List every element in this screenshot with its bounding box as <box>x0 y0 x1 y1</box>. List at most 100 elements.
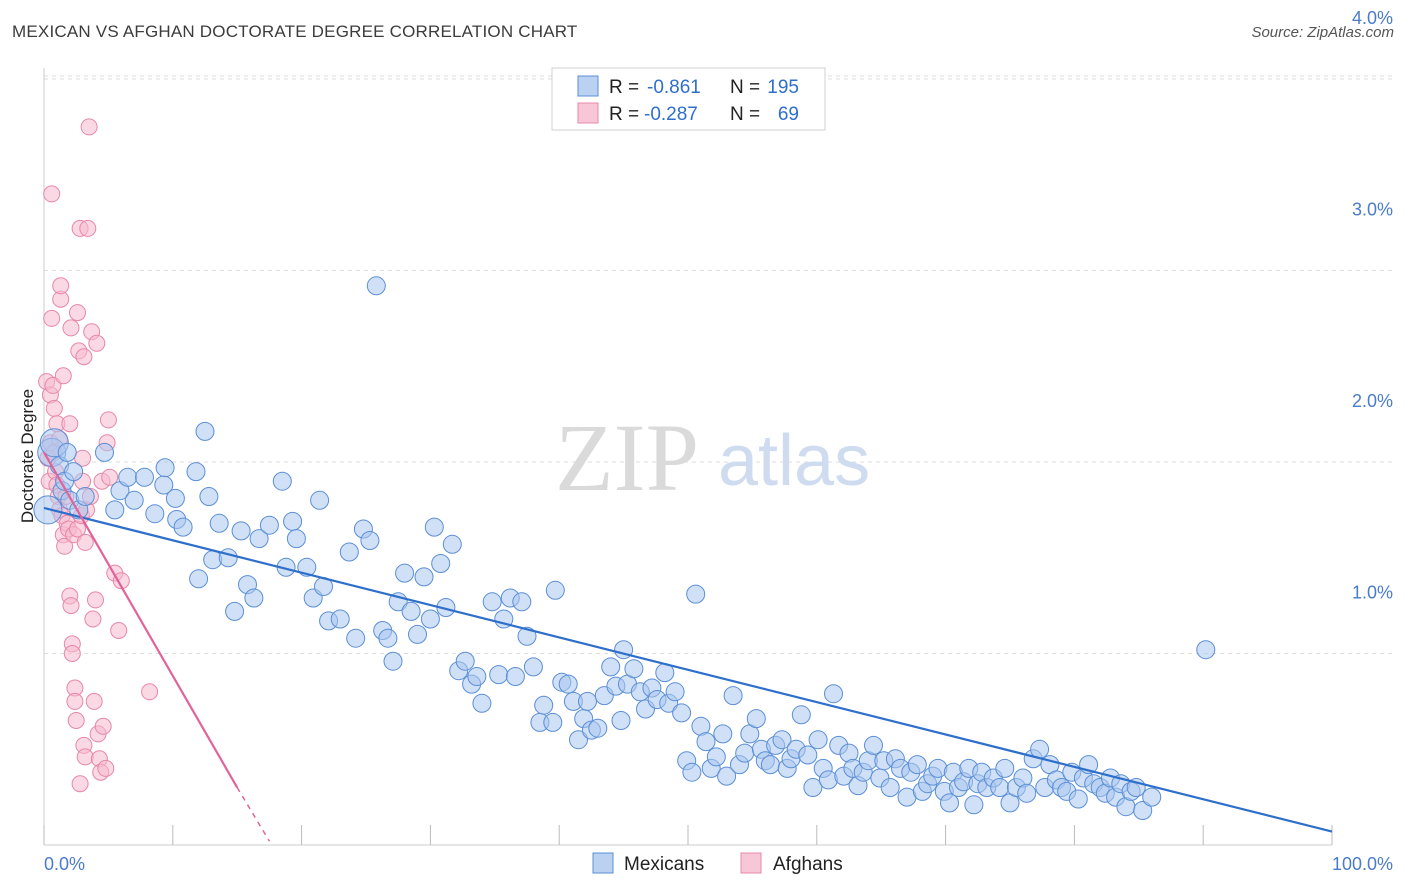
mexican-point <box>173 517 193 537</box>
mexican-point <box>310 490 330 510</box>
y-tick-label: 3.0% <box>1352 200 1393 220</box>
x-tick-label: 100.0% <box>1332 854 1393 874</box>
mexican-point <box>244 588 264 608</box>
afghan-point <box>66 692 84 710</box>
mexican-point <box>420 609 440 629</box>
legend-r-value: -0.287 <box>644 104 698 125</box>
afghan-point <box>94 717 112 735</box>
afghan-point <box>43 185 61 203</box>
mexican-point <box>272 471 292 491</box>
mexican-point <box>907 755 927 775</box>
mexican-point <box>534 695 554 715</box>
chart-title: MEXICAN VS AFGHAN DOCTORATE DEGREE CORRE… <box>12 22 578 41</box>
mexican-point <box>505 667 525 686</box>
mexican-point <box>395 563 415 583</box>
afghan-point <box>80 118 98 136</box>
mexican-point <box>940 793 959 813</box>
tick-labels: 1.0% 2.0% 3.0% 4.0% 0.0% 100.0% <box>44 8 1393 874</box>
mexican-point <box>218 548 238 568</box>
mexican-point <box>408 624 427 644</box>
mexican-point <box>283 511 303 531</box>
mexican-point <box>713 724 733 744</box>
mexican-point <box>624 659 644 679</box>
afghan-point <box>43 309 61 327</box>
legend-top: R = -0.861 N = 195 R = -0.287 N = 69 <box>551 67 826 131</box>
legend-n-value: 69 <box>778 104 799 125</box>
y-axis-title: Doctorate Degree <box>18 389 37 523</box>
afghan-point <box>141 683 159 701</box>
mexican-point <box>57 442 77 462</box>
mexicans-trend-line <box>43 506 1333 833</box>
legend-bottom-mexicans: Mexicans <box>624 854 704 875</box>
mexican-point <box>199 487 219 506</box>
afghans-trend-extension <box>236 787 271 842</box>
mexican-point <box>803 778 823 797</box>
mexicans-series <box>33 276 1216 820</box>
mexican-point <box>735 743 755 763</box>
mexican-point <box>798 745 818 765</box>
mexican-point <box>186 462 206 482</box>
mexican-point <box>706 747 726 767</box>
afghans-trend-line <box>43 451 239 789</box>
mexican-point <box>455 651 475 671</box>
mexican-point <box>517 626 537 646</box>
watermark: ZIP atlas <box>555 404 870 511</box>
mexican-point <box>601 657 621 677</box>
afghan-point <box>52 277 70 295</box>
mexican-point <box>1142 787 1162 807</box>
legend-bottom: Mexicans Afghans <box>592 852 843 875</box>
mexican-point <box>414 567 434 587</box>
afghan-point <box>63 645 81 662</box>
mexican-point <box>135 467 154 487</box>
afghan-point <box>87 591 104 609</box>
mexican-point <box>145 504 165 524</box>
watermark-atlas: atlas <box>718 421 870 501</box>
mexican-point <box>964 795 984 815</box>
mexican-point <box>489 665 509 685</box>
mexican-point <box>880 778 900 797</box>
mexican-point <box>64 462 84 482</box>
afghan-point <box>54 367 72 385</box>
mexican-point <box>482 592 502 612</box>
afghan-point <box>85 692 103 710</box>
mexican-point <box>1017 783 1037 803</box>
mexican-point <box>209 513 229 533</box>
afghan-point <box>99 411 117 429</box>
mexican-point <box>330 609 350 629</box>
afghan-point <box>84 610 102 628</box>
y-tick-label: 2.0% <box>1352 391 1393 411</box>
afghan-point <box>67 712 85 729</box>
mexican-point <box>165 488 185 508</box>
mexican-point <box>558 674 578 694</box>
legend-bottom-swatch-afghans <box>740 852 762 874</box>
mexican-point <box>431 554 451 573</box>
mexican-point <box>746 709 766 729</box>
watermark-zip: ZIP <box>555 404 699 511</box>
mexican-point <box>118 467 138 487</box>
mexican-point <box>189 569 209 589</box>
afghan-point <box>110 622 128 639</box>
mexican-point <box>225 601 245 621</box>
afghan-point <box>45 399 63 417</box>
mexican-point <box>1133 801 1153 820</box>
mexican-point <box>360 531 380 550</box>
mexican-point <box>672 703 692 723</box>
mexican-point <box>772 730 792 750</box>
mexican-point <box>472 693 492 713</box>
mexican-point <box>760 755 780 775</box>
afghan-point <box>56 537 74 555</box>
mexican-point <box>195 421 215 441</box>
mexican-point <box>366 276 386 296</box>
grid-lines <box>44 75 1392 654</box>
mexican-point <box>824 684 843 704</box>
mexican-point <box>545 580 565 600</box>
legend-n-label: N = <box>730 104 760 125</box>
mexican-point <box>124 490 144 510</box>
source-label: Source: ZipAtlas.com <box>1251 24 1394 41</box>
mexican-point <box>259 515 279 535</box>
mexican-point <box>346 628 366 648</box>
trend-lines <box>43 451 1333 842</box>
mexican-point <box>696 732 716 752</box>
afghan-point <box>75 348 93 366</box>
